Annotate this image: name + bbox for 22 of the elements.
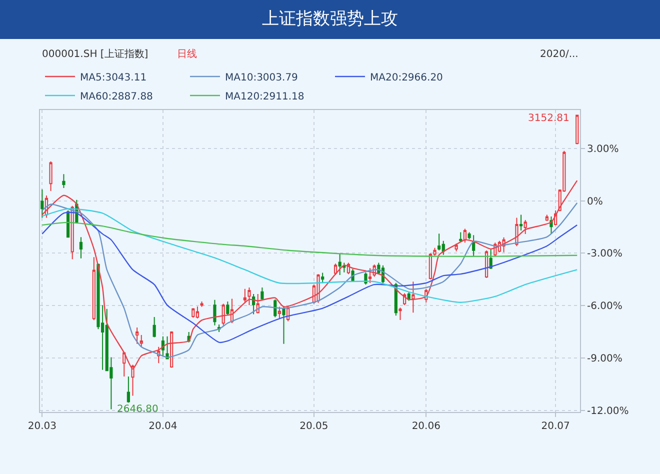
x-tick-label: 20.04 <box>148 421 178 432</box>
y-tick-label: -12.00% <box>587 406 629 417</box>
legend-label: MA60:2887.88 <box>80 91 153 102</box>
x-tick-label: 20.03 <box>28 421 56 432</box>
legend-label: MA5:3043.11 <box>80 72 147 84</box>
y-tick-label: 0% <box>587 196 603 208</box>
y-tick-label: 3.00% <box>587 144 619 155</box>
legend-label: MA120:2911.18 <box>225 91 304 102</box>
chart-title: 上证指数强势上攻 <box>262 8 398 29</box>
legend-label: MA10:3003.79 <box>225 72 298 84</box>
legend-label: MA20:2966.20 <box>370 72 443 84</box>
text: 000001.SH [上证指数] <box>42 48 148 60</box>
x-tick-label: 20.07 <box>541 421 570 432</box>
annotation: 3152.81 <box>528 113 570 124</box>
y-tick-label: -3.00% <box>587 248 622 260</box>
x-tick-label: 20.06 <box>412 421 440 432</box>
annotation: 2646.80 <box>117 404 158 415</box>
x-tick-label: 20.05 <box>300 421 328 432</box>
y-tick-label: -9.00% <box>587 353 622 364</box>
text: 日线 <box>177 48 197 60</box>
text: 2020/... <box>540 49 578 60</box>
y-tick-label: -6.00% <box>587 301 622 312</box>
